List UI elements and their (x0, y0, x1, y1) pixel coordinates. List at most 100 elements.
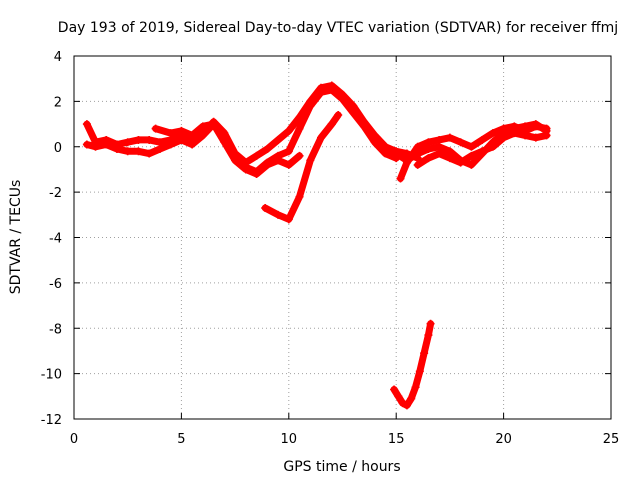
data-point (317, 133, 326, 142)
data-point (413, 142, 422, 151)
data-point (209, 120, 218, 129)
series-track-3 (151, 120, 304, 178)
data-point (82, 120, 91, 129)
data-point (274, 135, 283, 144)
series-track-8 (390, 319, 435, 410)
data-point (317, 88, 326, 97)
data-point (252, 169, 261, 178)
data-point (263, 160, 272, 169)
data-point (231, 156, 240, 165)
data-point (478, 147, 487, 156)
data-point (188, 131, 197, 140)
data-point (435, 142, 444, 151)
data-point (151, 124, 160, 133)
data-point (112, 145, 121, 154)
data-point (166, 129, 175, 138)
data-point (327, 86, 336, 95)
data-point (456, 138, 465, 147)
y-tick-label: -10 (41, 368, 62, 383)
data-point (252, 151, 261, 160)
y-tick-label: 0 (54, 141, 62, 156)
data-point (402, 401, 411, 410)
chart-title: Day 193 of 2019, Sidereal Day-to-day VTE… (58, 20, 618, 36)
data-point (445, 154, 454, 163)
x-tick-label: 10 (281, 432, 298, 447)
data-point (394, 392, 403, 401)
data-point (456, 158, 465, 167)
y-tick-label: -12 (41, 413, 62, 428)
y-tick-label: 4 (54, 50, 62, 65)
series-line (390, 320, 435, 409)
data-point (445, 147, 454, 156)
data-point (381, 149, 390, 158)
data-point (123, 147, 132, 156)
data-point (413, 160, 422, 169)
data-point (467, 160, 476, 169)
data-point (102, 140, 111, 149)
data-point (188, 140, 197, 149)
data-point (398, 399, 407, 408)
data-point (166, 140, 175, 149)
data-point (295, 124, 304, 133)
y-axis-label: SDTVAR / TECUs (8, 180, 24, 295)
data-point (467, 142, 476, 151)
data-point (424, 154, 433, 163)
x-tick-label: 25 (603, 432, 620, 447)
data-point (261, 204, 270, 213)
data-point (413, 149, 422, 158)
x-tick-label: 5 (177, 432, 185, 447)
x-axis-label: GPS time / hours (283, 459, 400, 475)
data-point (445, 133, 454, 142)
data-point (370, 138, 379, 147)
x-tick-label: 15 (388, 432, 405, 447)
data-point (411, 383, 420, 392)
data-point (306, 101, 315, 110)
y-tick-label: -2 (49, 186, 62, 201)
data-point (402, 156, 411, 165)
data-point (155, 138, 164, 147)
data-point (284, 160, 293, 169)
data-point (177, 135, 186, 144)
data-point (134, 147, 143, 156)
y-tick-label: -4 (49, 232, 62, 247)
y-tick-label: -8 (49, 322, 62, 337)
data-point (424, 145, 433, 154)
series-track-4 (261, 110, 343, 224)
data-point (145, 149, 154, 158)
data-point (334, 110, 343, 119)
data-point (488, 142, 497, 151)
data-point (396, 174, 405, 183)
grid-layer (74, 56, 611, 419)
data-point (295, 151, 304, 160)
data-point (198, 131, 207, 140)
x-tick-label: 20 (495, 432, 512, 447)
data-point (499, 133, 508, 142)
data-point (82, 140, 91, 149)
data-point (424, 138, 433, 147)
data-point (327, 120, 336, 129)
data-point (123, 138, 132, 147)
series-track-7 (413, 129, 551, 169)
data-point (521, 131, 530, 140)
data-point (284, 215, 293, 224)
data-point (198, 122, 207, 131)
data-point (390, 385, 399, 394)
series-layer (82, 81, 551, 410)
x-tick-label: 0 (70, 432, 78, 447)
data-point (488, 129, 497, 138)
data-point (274, 210, 283, 219)
y-tick-label: -6 (49, 277, 62, 292)
data-point (542, 131, 551, 140)
data-point (478, 135, 487, 144)
data-point (274, 156, 283, 165)
data-point (435, 135, 444, 144)
data-point (392, 149, 401, 158)
data-point (521, 122, 530, 131)
y-tick-label: 2 (54, 95, 62, 110)
data-point (359, 122, 368, 131)
data-point (510, 129, 519, 138)
data-point (263, 145, 272, 154)
data-point (420, 349, 429, 358)
